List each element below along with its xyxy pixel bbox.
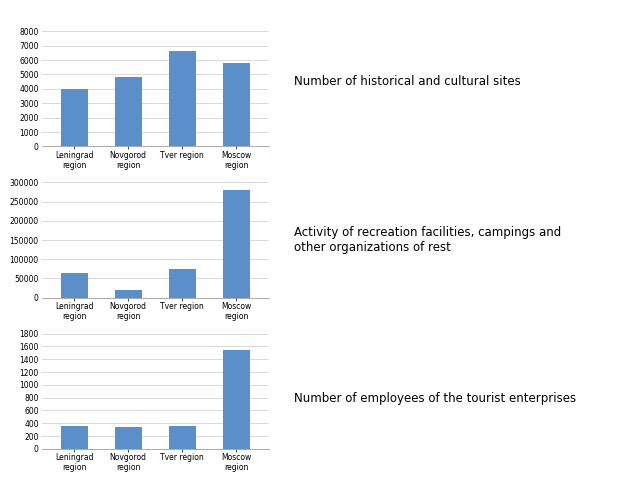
Bar bbox=[223, 190, 250, 298]
Bar bbox=[223, 63, 250, 146]
Text: Number of historical and cultural sites: Number of historical and cultural sites bbox=[294, 75, 521, 88]
Bar bbox=[61, 89, 88, 146]
Bar bbox=[115, 290, 141, 298]
Bar bbox=[169, 269, 196, 298]
Bar bbox=[115, 427, 141, 449]
Bar bbox=[169, 51, 196, 146]
Text: Number of employees of the tourist enterprises: Number of employees of the tourist enter… bbox=[294, 392, 577, 405]
Bar bbox=[61, 273, 88, 298]
Bar bbox=[223, 350, 250, 449]
Bar bbox=[115, 77, 141, 146]
Bar bbox=[61, 426, 88, 449]
Text: Activity of recreation facilities, campings and
other organizations of rest: Activity of recreation facilities, campi… bbox=[294, 226, 562, 254]
Bar bbox=[169, 426, 196, 449]
